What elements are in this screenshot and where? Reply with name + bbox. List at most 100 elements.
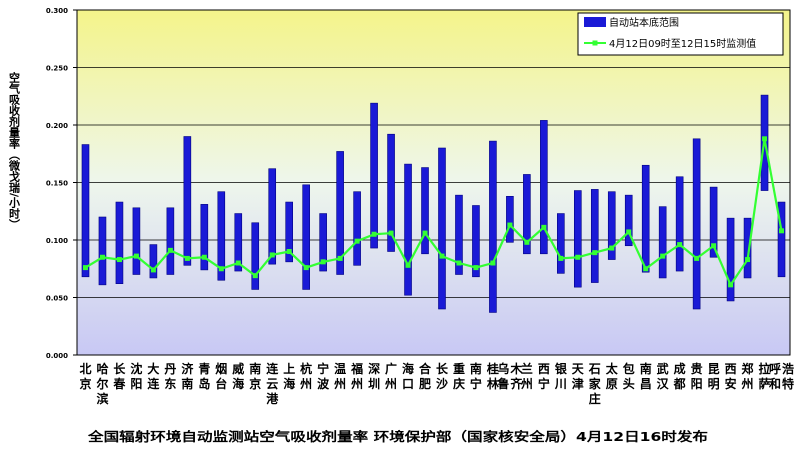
range-bar bbox=[777, 201, 786, 278]
monitor-point bbox=[439, 253, 445, 259]
monitor-point bbox=[150, 267, 156, 273]
x-category-label: 木齐 bbox=[509, 361, 523, 391]
x-category-label: 连云港 bbox=[266, 361, 279, 406]
range-bar bbox=[743, 217, 752, 279]
monitor-point bbox=[643, 266, 649, 272]
range-bar bbox=[421, 167, 429, 255]
x-category-label: 包头 bbox=[622, 361, 635, 391]
x-category-label: 烟台 bbox=[215, 362, 227, 391]
x-category-label: 武汉 bbox=[657, 361, 670, 391]
range-bar bbox=[166, 207, 175, 275]
x-category-label: 石家庄 bbox=[588, 362, 602, 406]
x-category-label: 贵阳 bbox=[691, 361, 703, 391]
x-category-label: 济南 bbox=[181, 361, 194, 391]
monitor-point bbox=[252, 273, 258, 279]
range-bar bbox=[81, 144, 90, 278]
range-bar bbox=[472, 205, 480, 278]
x-category-label: 南昌 bbox=[640, 361, 652, 391]
monitor-point bbox=[184, 255, 190, 261]
range-bar bbox=[149, 244, 158, 279]
x-category-label: 长沙 bbox=[436, 361, 449, 391]
x-category-label: 福州 bbox=[350, 361, 363, 391]
x-category-label: 太原 bbox=[606, 361, 619, 391]
x-category-label: 沈阳 bbox=[130, 361, 142, 391]
y-axis-ticks: 0.000 0.050 0.100 0.150 0.200 0.250 0.300 bbox=[46, 7, 77, 360]
monitor-point bbox=[235, 260, 241, 266]
range-bar bbox=[268, 168, 277, 265]
x-category-label: 威海 bbox=[232, 361, 244, 391]
range-bar bbox=[692, 138, 701, 310]
monitor-point bbox=[558, 255, 564, 261]
y-tick-label: 0.150 bbox=[46, 180, 68, 188]
range-bar bbox=[540, 120, 548, 255]
x-category-label: 乌鲁 bbox=[496, 361, 509, 391]
range-bar bbox=[675, 176, 684, 272]
monitor-point bbox=[303, 265, 309, 271]
x-category-label: 大连 bbox=[147, 361, 160, 391]
legend-bar-label: 自动站本底范围 bbox=[609, 16, 679, 29]
monitor-point bbox=[490, 260, 496, 266]
y-tick-label: 0.100 bbox=[46, 237, 68, 245]
monitor-point bbox=[286, 249, 292, 254]
x-category-label: 上海 bbox=[283, 361, 295, 391]
monitor-point bbox=[507, 222, 513, 228]
range-bar bbox=[115, 201, 124, 285]
monitor-point bbox=[422, 230, 428, 236]
x-category-label: 北京 bbox=[79, 361, 91, 391]
monitor-point bbox=[99, 254, 105, 260]
monitor-point bbox=[575, 254, 581, 260]
x-category-label: 呼和 bbox=[768, 361, 781, 391]
legend-line-label: 4月12日09时至12日15时监测值 bbox=[609, 37, 756, 50]
x-category-label: 西安 bbox=[725, 362, 737, 391]
monitor-point bbox=[745, 257, 751, 263]
monitor-point bbox=[116, 257, 122, 263]
range-bar bbox=[404, 163, 412, 296]
monitor-point bbox=[779, 228, 785, 234]
monitor-point bbox=[218, 266, 224, 272]
monitor-point bbox=[337, 255, 343, 261]
range-bar bbox=[251, 222, 260, 290]
range-bar bbox=[370, 102, 378, 249]
range-bar bbox=[726, 217, 735, 302]
x-category-label: 成都 bbox=[673, 361, 686, 391]
x-category-label: 桂林 bbox=[486, 361, 499, 391]
range-bar bbox=[285, 201, 294, 263]
x-category-label: 拉萨 bbox=[759, 361, 771, 391]
x-category-label: 深圳 bbox=[368, 361, 380, 391]
x-category-label: 合肥 bbox=[419, 361, 432, 391]
x-category-label: 温州 bbox=[333, 362, 346, 391]
range-bar bbox=[200, 204, 209, 271]
monitor-point bbox=[456, 260, 462, 266]
monitor-point bbox=[405, 262, 411, 268]
y-tick-label: 0.200 bbox=[46, 122, 68, 130]
x-category-label: 南宁 bbox=[470, 361, 482, 391]
range-bar bbox=[234, 213, 243, 272]
x-category-label: 西宁 bbox=[538, 362, 550, 391]
range-bar bbox=[319, 213, 327, 272]
monitor-point bbox=[677, 242, 683, 248]
monitor-point bbox=[541, 224, 547, 230]
range-bar bbox=[336, 151, 344, 275]
x-category-label: 哈尔滨 bbox=[96, 361, 108, 406]
x-category-label: 重庆 bbox=[452, 361, 465, 391]
monitor-point bbox=[592, 250, 598, 256]
x-category-label: 长春 bbox=[112, 361, 126, 391]
monitor-point bbox=[694, 255, 700, 261]
range-bar bbox=[607, 191, 616, 260]
legend-box bbox=[577, 12, 784, 56]
monitor-point bbox=[524, 239, 530, 245]
range-bar bbox=[557, 213, 565, 274]
legend-line-marker bbox=[592, 40, 598, 46]
y-tick-label: 0.300 bbox=[46, 7, 68, 15]
range-bar bbox=[353, 191, 361, 266]
monitor-point bbox=[371, 231, 377, 237]
x-category-label: 杭州 bbox=[299, 361, 312, 391]
x-category-label: 兰州 bbox=[520, 361, 533, 391]
monitor-point bbox=[269, 252, 275, 258]
monitor-point bbox=[388, 230, 394, 236]
monitor-point bbox=[133, 253, 139, 259]
range-bar bbox=[658, 206, 667, 279]
monitor-point bbox=[660, 253, 666, 259]
